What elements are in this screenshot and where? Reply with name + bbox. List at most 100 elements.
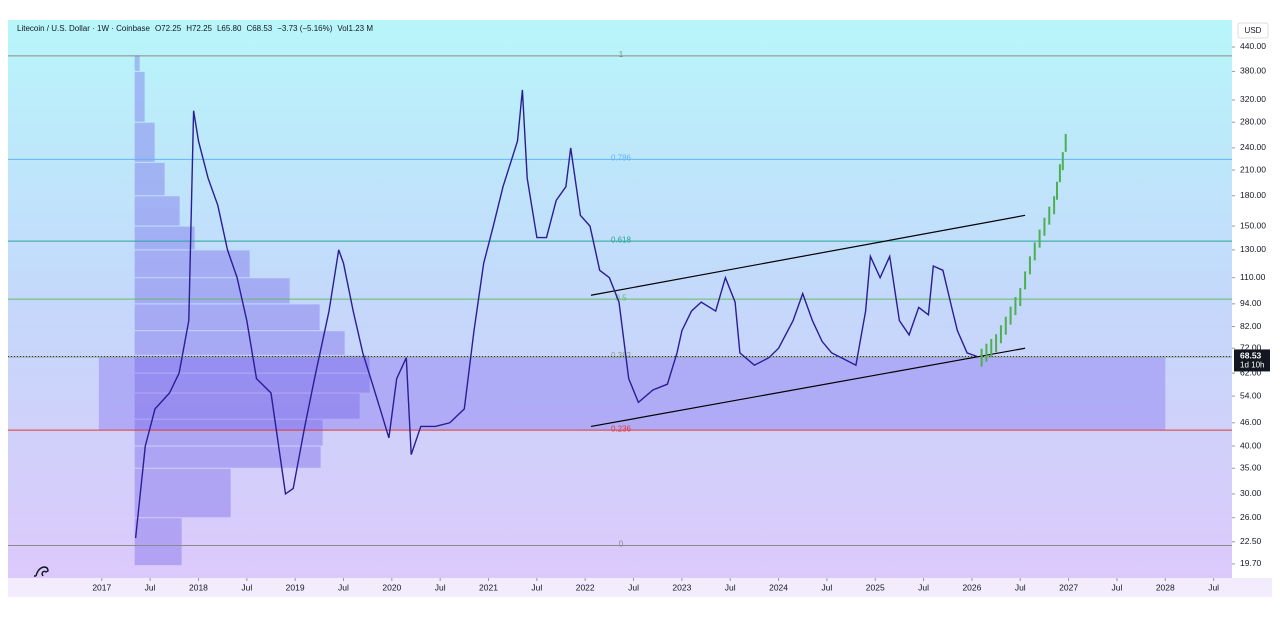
- volume-profile-bar: [134, 393, 360, 419]
- fib-label: 0.618: [611, 235, 632, 244]
- x-tick-label: Jul: [821, 582, 832, 592]
- stat: C68.53: [246, 24, 272, 33]
- projection-bar: [1053, 196, 1056, 215]
- y-tick-label: 94.00: [1240, 298, 1262, 308]
- volume-profile-bar: [134, 122, 155, 162]
- projection-bar: [1058, 164, 1061, 183]
- x-axis-bg: [8, 578, 1272, 597]
- fib-label: 0.786: [611, 153, 632, 162]
- projection-bar: [995, 334, 998, 353]
- stat: −3.73 (−5.16%): [277, 24, 332, 33]
- stat: L65.80: [217, 24, 242, 33]
- projection-bar: [985, 343, 988, 362]
- y-tick-label: 26.00: [1240, 512, 1262, 522]
- fib-label: 0: [619, 540, 624, 549]
- x-tick-label: Jul: [435, 582, 446, 592]
- projection-bar: [1033, 242, 1036, 261]
- projection-bar: [1038, 229, 1041, 248]
- x-tick-label: Jul: [145, 582, 156, 592]
- volume-profile-bar: [134, 71, 145, 122]
- x-tick-label: 2024: [769, 582, 788, 592]
- x-tick-label: 2020: [382, 582, 401, 592]
- y-tick-label: 150.00: [1240, 220, 1266, 230]
- projection-bar: [1064, 133, 1067, 152]
- fib-label: 0.236: [611, 424, 632, 433]
- projection-bar: [1014, 297, 1017, 316]
- x-tick-label: Jul: [628, 582, 639, 592]
- y-tick-label: 30.00: [1240, 488, 1262, 498]
- y-tick-label: 82.00: [1240, 321, 1262, 331]
- x-tick-label: 2027: [1059, 582, 1078, 592]
- symbol: Litecoin / U.S. Dollar · 1W · Coinbase: [17, 24, 150, 33]
- y-tick-label: 35.00: [1240, 463, 1262, 473]
- projection-bar: [1028, 256, 1031, 275]
- x-tick-label: Jul: [725, 582, 736, 592]
- stat: H72.25: [186, 24, 212, 33]
- projection-bar: [1048, 206, 1051, 225]
- y-tick-label: 380.00: [1240, 66, 1266, 76]
- x-tick-label: 2018: [189, 582, 208, 592]
- volume-profile-bar: [134, 373, 370, 393]
- last-price-label: 68.53: [1240, 351, 1262, 361]
- y-tick-label: 210.00: [1240, 164, 1266, 174]
- x-tick-label: Jul: [338, 582, 349, 592]
- projection-bar: [1043, 217, 1046, 236]
- projection-bar: [1056, 181, 1059, 200]
- logo[interactable]: [34, 566, 49, 577]
- trendline: [590, 347, 1026, 428]
- y-tick-label: 130.00: [1240, 244, 1266, 254]
- x-tick-label: Jul: [1208, 582, 1219, 592]
- y-tick-label: 180.00: [1240, 190, 1266, 200]
- x-tick-label: Jul: [918, 582, 929, 592]
- x-tick-label: Jul: [531, 582, 542, 592]
- projection-bar: [1024, 271, 1027, 290]
- stat: O72.25: [155, 24, 182, 33]
- y-tick-label: 440.00: [1240, 41, 1266, 51]
- volume-profile-bar: [134, 250, 250, 278]
- y-tick-label: 240.00: [1240, 142, 1266, 152]
- y-tick-label: 72.00: [1240, 342, 1262, 352]
- volume-profile-bar: [134, 446, 321, 468]
- y-tick-label: 110.00: [1240, 272, 1266, 282]
- y-axis-bg: [1232, 20, 1272, 578]
- x-tick-label: 2025: [866, 582, 885, 592]
- projection-bar: [990, 338, 993, 357]
- currency-box[interactable]: [1237, 22, 1269, 39]
- currency[interactable]: USD: [1245, 26, 1262, 35]
- y-tick-label: 320.00: [1240, 94, 1266, 104]
- plot-layer: 1 0.786 0.618 0.5 0.382 0.236 0: [8, 50, 1232, 566]
- volume-profile-bar: [134, 331, 345, 355]
- volume-profile-bar: [134, 55, 140, 71]
- projection-bar: [1004, 316, 1007, 335]
- projection-bar: [999, 325, 1002, 344]
- volume-profile-bar: [134, 355, 370, 373]
- projection-bar: [980, 348, 983, 367]
- volume-profile-bar: [134, 304, 320, 331]
- volume-profile-bar: [134, 162, 165, 196]
- x-tick-label: 2019: [286, 582, 305, 592]
- x-tick-label: Jul: [241, 582, 252, 592]
- range-box: [98, 356, 1166, 431]
- y-tick-label: 46.00: [1240, 417, 1262, 427]
- projection-bar: [1019, 288, 1022, 307]
- y-tick-label: 54.00: [1240, 390, 1262, 400]
- x-tick-label: 2017: [92, 582, 111, 592]
- x-tick-label: 2026: [962, 582, 981, 592]
- y-tick-label: 280.00: [1240, 116, 1266, 126]
- stat: Vol1.23 M: [337, 24, 373, 33]
- x-tick-label: 2022: [576, 582, 595, 592]
- projection-bar: [1009, 306, 1012, 325]
- x-tick-label: 2021: [479, 582, 498, 592]
- x-tick-label: 2023: [672, 582, 691, 592]
- fib-label: 1: [619, 50, 624, 59]
- trendline: [590, 214, 1026, 296]
- fib-label: 0.382: [611, 351, 632, 360]
- y-tick-label: 62.00: [1240, 367, 1262, 377]
- x-tick-label: Jul: [1112, 582, 1123, 592]
- volume-profile-bar: [134, 518, 182, 566]
- y-tick-label: 22.50: [1240, 536, 1262, 546]
- projection-bar: [1061, 152, 1064, 171]
- volume-profile-bar: [134, 419, 323, 446]
